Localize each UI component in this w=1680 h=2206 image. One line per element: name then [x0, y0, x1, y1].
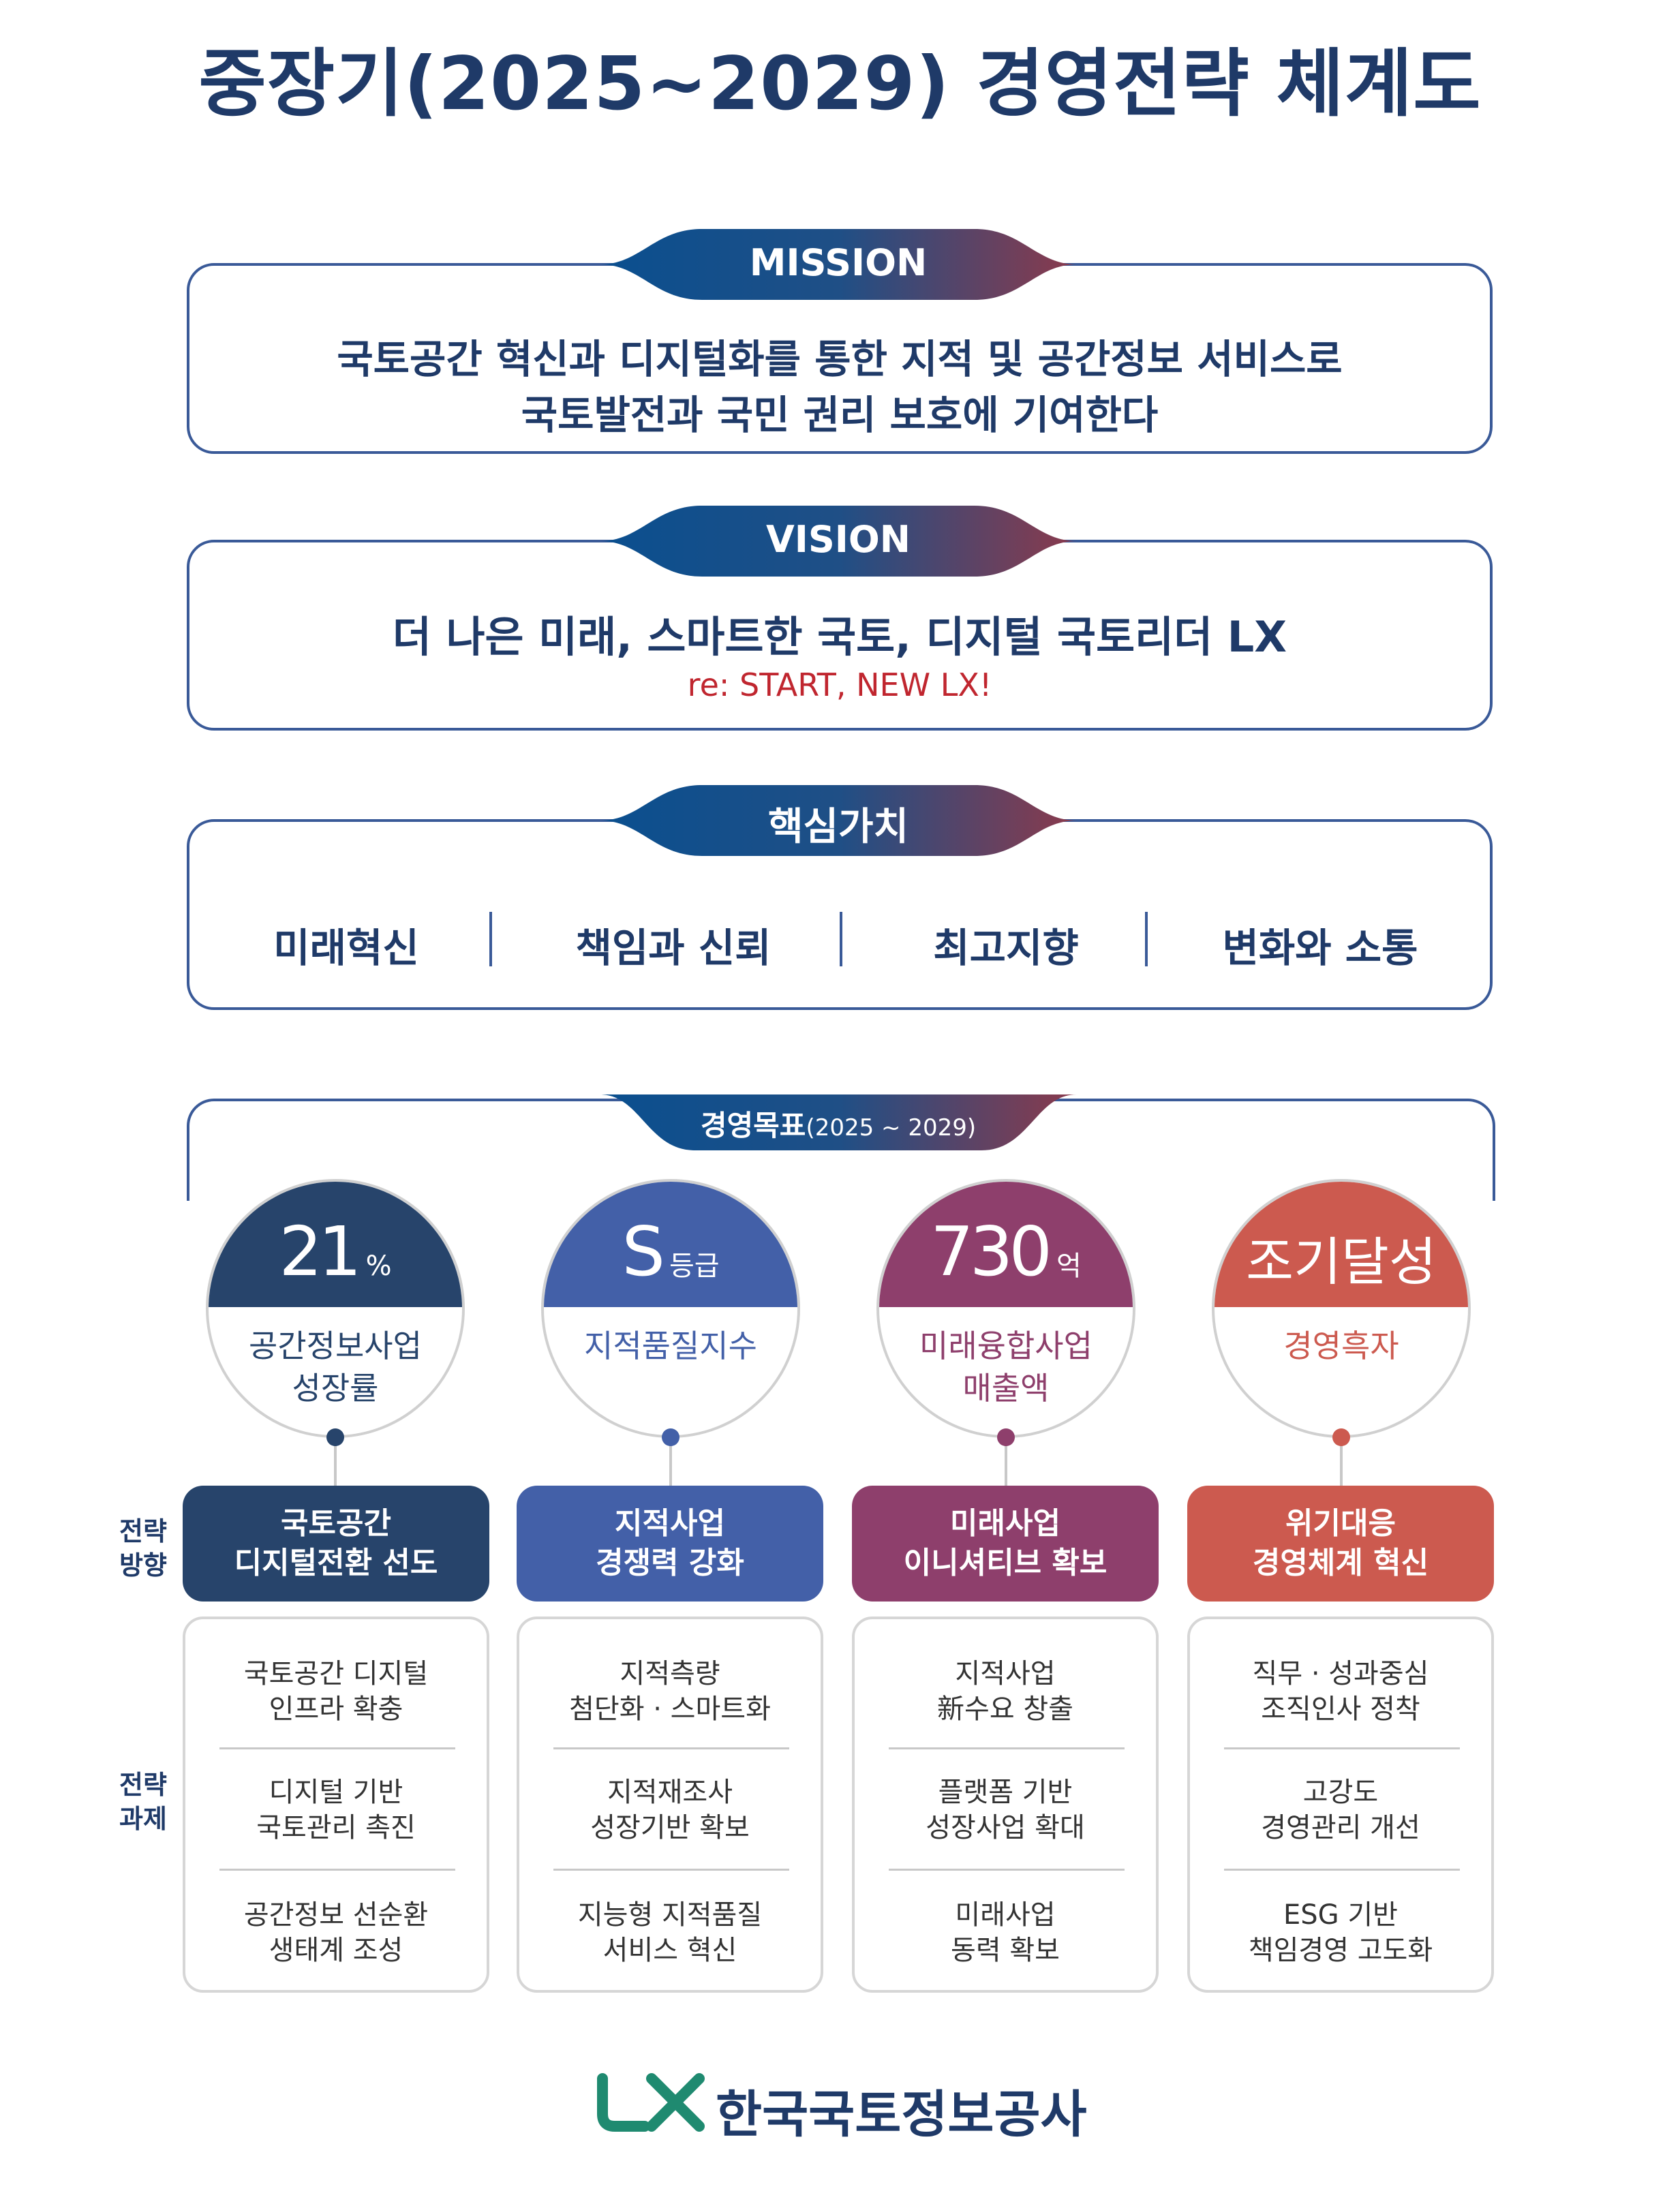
task-item: 지능형 지적품질 서비스 혁신	[577, 1899, 763, 1966]
task-item: 공간정보 선순환 생태계 조성	[243, 1899, 429, 1966]
value-divider	[1145, 912, 1148, 966]
task-divider	[1224, 1747, 1460, 1749]
task-divider	[889, 1869, 1125, 1871]
strategy-tasks-2: 지적측량 첨단화 · 스마트화 지적재조사 성장기반 확보 지능형 지적품질 서비스 …	[517, 1617, 823, 1993]
goal-stem-1	[334, 1431, 337, 1486]
mission-tab-label: MISSION	[749, 241, 928, 284]
goal-desc-1: 공간정보사업 성장률	[249, 1328, 422, 1407]
mission-tab	[600, 229, 1077, 300]
goals-tab-title: 경영목표	[700, 1109, 806, 1142]
goal-stem-4	[1340, 1431, 1343, 1486]
task-item: 고강도 경영관리 개선	[1261, 1777, 1420, 1843]
goals-tab	[600, 1094, 1077, 1150]
strategy-direction-2: 지적사업 경쟁력 강화	[517, 1486, 823, 1602]
goal-header-2	[544, 1182, 797, 1307]
strategy-tasks-3: 지적사업 新수요 창출 플랫폼 기반 성장사업 확대 미래사업 동력 확보	[852, 1617, 1159, 1993]
strategy-tasks-4: 직무 · 성과중심 조직인사 정착 고강도 경영관리 개선 ESG 기반 책임경영 고…	[1187, 1617, 1494, 1993]
goals-tab-period: (2025 ~ 2029)	[806, 1114, 977, 1142]
strategy-direction-1: 국토공간 디지털전환 선도	[183, 1486, 489, 1602]
task-divider	[219, 1869, 455, 1871]
strategy-direction-3: 미래사업 이니셔티브 확보	[852, 1486, 1159, 1602]
mission-line-1: 국토공간 혁신과 디지털화를 통한 지적 및 공간정보 서비스로	[337, 336, 1343, 382]
task-item: 디지털 기반 국토관리 촉진	[256, 1777, 416, 1843]
goal-desc-2: 지적품질지수	[584, 1328, 757, 1364]
strategy-tasks-label: 전략 과제	[119, 1770, 167, 1834]
page-title: 중장기(2025~2029) 경영전략 체계도	[198, 42, 1482, 127]
task-item: 직무 · 성과중심 조직인사 정착	[1252, 1658, 1429, 1725]
strategy-direction-label: 전략 방향	[119, 1516, 167, 1580]
task-item: 지적측량 첨단화 · 스마트화	[569, 1658, 771, 1725]
task-divider	[1224, 1869, 1460, 1871]
goal-desc-4: 경영흑자	[1283, 1328, 1399, 1364]
task-divider	[553, 1869, 789, 1871]
value-divider	[489, 912, 492, 966]
goal-stem-3	[1005, 1431, 1007, 1486]
strategy-tasks-1: 국토공간 디지털 인프라 확충 디지털 기반 국토관리 촉진 공간정보 선순환 생태계…	[183, 1617, 489, 1993]
core-values-tab-label: 핵심가치	[767, 805, 909, 849]
value-divider	[840, 912, 842, 966]
task-item: ESG 기반 책임경영 고도화	[1248, 1899, 1433, 1966]
goal-value-3: 730 억	[930, 1212, 1082, 1291]
goal-dot-3	[997, 1428, 1015, 1446]
vision-tab	[600, 506, 1077, 577]
goal-header-3	[879, 1182, 1133, 1307]
goal-stem-2	[669, 1431, 672, 1486]
goal-value-4: 조기달성	[1246, 1231, 1437, 1292]
core-value-4: 변화와 소통	[1222, 925, 1418, 971]
mission-line-2: 국토발전과 국민 권리 보호에 기여한다	[521, 392, 1159, 438]
vision-slogan: re: START, NEW LX!	[687, 667, 992, 703]
task-divider	[553, 1747, 789, 1749]
goal-value-2: S 등급	[622, 1212, 720, 1291]
core-value-1: 미래혁신	[273, 925, 419, 971]
core-values-tab	[600, 785, 1077, 856]
goals-tab-label: 경영목표(2025 ~ 2029)	[600, 1103, 1077, 1144]
goal-circle-1: 21% 공간정보사업 성장률	[206, 1179, 465, 1438]
organization-name: 한국국토정보공사	[716, 2085, 1087, 2144]
task-item: 미래사업 동력 확보	[951, 1899, 1060, 1966]
task-divider	[889, 1747, 1125, 1749]
core-value-2: 책임과 신뢰	[575, 925, 772, 971]
goal-dot-1	[326, 1428, 344, 1446]
goal-header-1	[209, 1182, 462, 1307]
vision-line-1: 더 나은 미래, 스마트한 국토, 디지털 국토리더 LX	[392, 612, 1287, 662]
goal-header-4	[1215, 1182, 1468, 1307]
goal-circle-3: 730 억 미래융합사업 매출액	[876, 1179, 1135, 1438]
vision-tab-label: VISION	[766, 518, 911, 561]
strategy-direction-4: 위기대응 경영체계 혁신	[1187, 1486, 1494, 1602]
task-item: 국토공간 디지털 인프라 확충	[243, 1658, 429, 1725]
goal-desc-3: 미래융합사업 매출액	[919, 1328, 1093, 1407]
task-item: 플랫폼 기반 성장사업 확대	[926, 1777, 1085, 1843]
goal-circle-2: S 등급 지적품질지수	[541, 1179, 800, 1438]
goal-circle-4: 조기달성 경영흑자	[1212, 1179, 1471, 1438]
goal-dot-4	[1332, 1428, 1350, 1446]
goal-value-1: 21%	[279, 1212, 392, 1291]
task-item: 지적재조사 성장기반 확보	[590, 1777, 750, 1843]
task-item: 지적사업 新수요 창출	[937, 1658, 1073, 1725]
goal-dot-2	[662, 1428, 679, 1446]
lx-logo-icon	[597, 2073, 705, 2132]
core-value-3: 최고지향	[933, 925, 1079, 971]
task-divider	[219, 1747, 455, 1749]
